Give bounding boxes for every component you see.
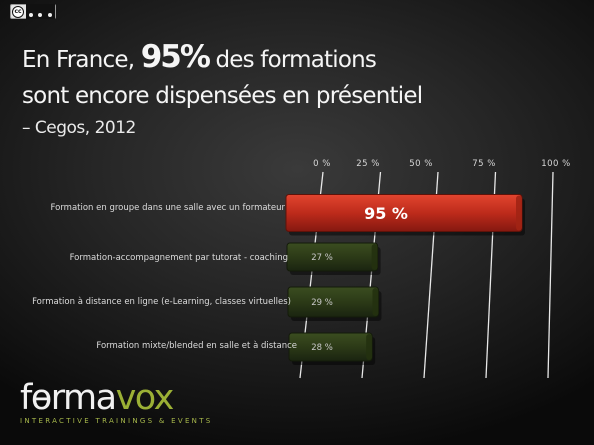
gridline-100: [547, 171, 554, 379]
x-tick-label: 75 %: [472, 159, 496, 169]
formavox-logo: fɵrmavox INTERACTIVE TRAININGS & EVENTS: [20, 381, 213, 425]
bar-value-label: 29 %: [311, 298, 333, 308]
source-citation: – Cegos, 2012: [22, 118, 136, 138]
x-tick-label: 100 %: [541, 159, 571, 169]
x-tick-label: 25 %: [356, 159, 380, 169]
category-label: Formation-accompagnement par tutorat - c…: [70, 253, 288, 263]
category-label: Formation à distance en ligne (e-Learnin…: [32, 297, 291, 307]
page-title-line2: sont encore dispensées en présentiel: [22, 83, 423, 109]
bar-3: [287, 286, 379, 318]
logo-tagline: INTERACTIVE TRAININGS & EVENTS: [20, 417, 213, 425]
logo-wordmark: fɵrmavox: [20, 378, 174, 418]
bar-end-cap: [516, 195, 522, 231]
bar-value-label: 28 %: [311, 343, 333, 353]
bar-value-label: 95 %: [364, 204, 408, 223]
category-label: Formation mixte/blended en salle et à di…: [96, 341, 297, 351]
title-highlight: 95%: [140, 39, 211, 75]
license-attributes: [26, 4, 55, 19]
page-title: En France, 95% des formations: [22, 39, 377, 75]
bar-value-label: 27 %: [311, 253, 333, 263]
x-tick-label: 50 %: [409, 159, 433, 169]
bar-end-cap: [371, 244, 378, 270]
title-prefix: En France,: [22, 47, 135, 73]
category-label: Formation en groupe dans une salle avec …: [51, 203, 286, 213]
creative-commons-icon: cc: [12, 5, 24, 18]
x-tick-label: 0 %: [313, 159, 331, 169]
bar-end-cap: [372, 288, 379, 316]
license-badge: cc: [10, 4, 56, 19]
bar-end-cap: [366, 334, 373, 360]
title-suffix: des formations: [215, 47, 377, 73]
